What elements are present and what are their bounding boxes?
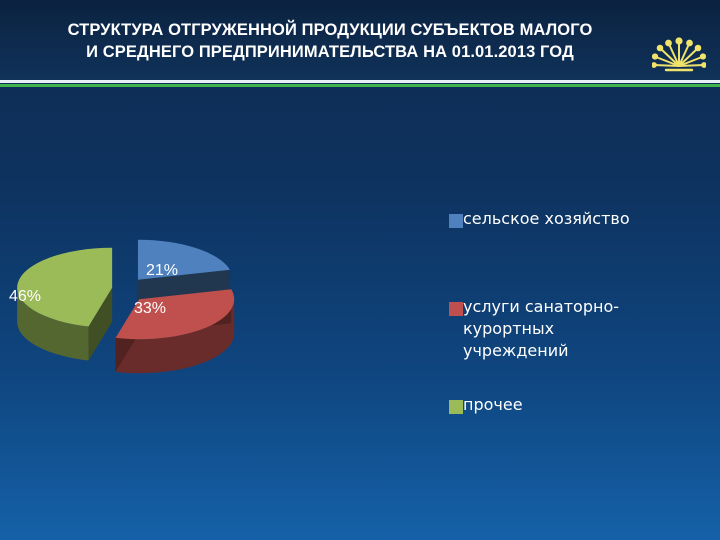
- pie-slice-2: [115, 289, 235, 340]
- legend-label: прочее: [463, 395, 523, 414]
- pie-slice-1: [137, 239, 230, 280]
- pie-data-label: 33%: [134, 300, 166, 317]
- legend-label: сельское хозяйство: [463, 209, 630, 228]
- legend-label: услуги санаторно- курортных учреждений: [463, 297, 620, 360]
- pie-slice-3: [17, 247, 113, 327]
- header-divider-green: [0, 84, 720, 87]
- slide-title-line-2: И СРЕДНЕГО ПРЕДПРИНИМАТЕЛЬСТВА НА 01.01.…: [86, 43, 574, 61]
- pie-slice-cut-face: [88, 287, 113, 361]
- pie-slice-tops: [17, 239, 235, 340]
- pie-data-label: 46%: [9, 288, 41, 305]
- legend-swatch: [449, 214, 463, 228]
- legend-swatch: [449, 302, 463, 316]
- slide-header: СТРУКТУРА ОТГРУЖЕННОЙ ПРОДУКЦИИ СУБЪЕКТО…: [0, 0, 720, 82]
- header-divider-white: [0, 80, 720, 83]
- pie-slice-wall: [17, 287, 89, 361]
- flower-logo-icon: [652, 37, 706, 72]
- slide-title: СТРУКТУРА ОТГРУЖЕННОЙ ПРОДУКЦИИ СУБЪЕКТО…: [20, 19, 640, 63]
- slide-title-line-1: СТРУКТУРА ОТГРУЖЕННОЙ ПРОДУКЦИИ СУБЪЕКТО…: [67, 21, 593, 39]
- pie-data-label: 21%: [146, 262, 178, 279]
- pie-slice-wall: [115, 299, 235, 374]
- legend-swatch: [449, 400, 463, 414]
